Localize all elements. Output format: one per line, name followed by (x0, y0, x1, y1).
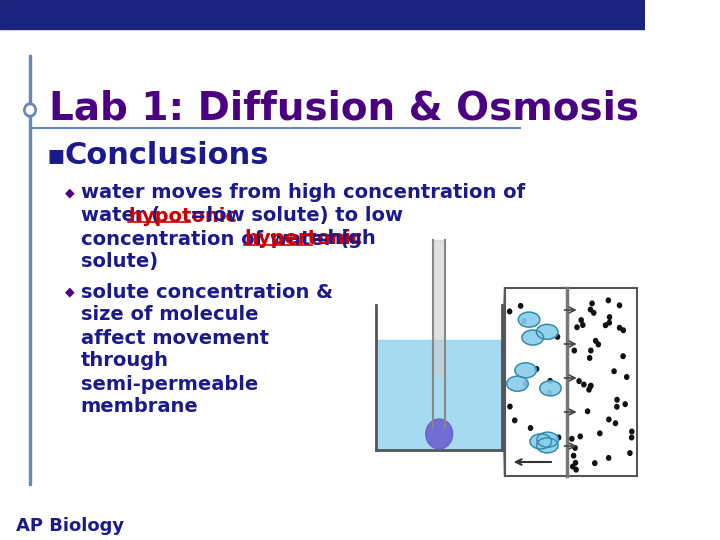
Circle shape (578, 434, 582, 438)
Circle shape (607, 320, 611, 325)
Circle shape (615, 404, 619, 409)
Circle shape (555, 335, 559, 339)
Circle shape (621, 354, 625, 359)
Circle shape (572, 348, 576, 353)
Bar (433, 240, 446, 375)
Bar (0, 0, 645, 29)
Ellipse shape (536, 438, 558, 453)
Text: Conclusions: Conclusions (65, 140, 269, 170)
Circle shape (534, 367, 539, 372)
Circle shape (607, 417, 611, 422)
Circle shape (587, 387, 591, 392)
Ellipse shape (515, 363, 536, 378)
Ellipse shape (537, 432, 559, 447)
Circle shape (598, 431, 602, 436)
Circle shape (606, 298, 611, 302)
Circle shape (603, 323, 608, 328)
Point (516, 125, 524, 131)
Circle shape (575, 325, 579, 329)
Text: Lab 1: Diffusion & Osmosis: Lab 1: Diffusion & Osmosis (49, 89, 639, 127)
Ellipse shape (518, 312, 540, 327)
Text: semi-permeable: semi-permeable (81, 375, 258, 394)
Circle shape (528, 426, 533, 430)
Text: =low solute) to low: =low solute) to low (189, 206, 402, 226)
Circle shape (593, 461, 597, 465)
Text: water (: water ( (81, 206, 160, 226)
Circle shape (572, 454, 576, 458)
Circle shape (588, 356, 592, 360)
Circle shape (573, 446, 577, 450)
Point (25, 125, 34, 131)
Text: ▪: ▪ (47, 141, 66, 169)
Circle shape (608, 315, 611, 319)
Circle shape (570, 436, 574, 441)
Circle shape (593, 339, 598, 343)
Circle shape (596, 342, 600, 347)
Circle shape (588, 307, 593, 312)
Circle shape (615, 397, 619, 402)
Circle shape (630, 429, 634, 434)
Circle shape (618, 326, 621, 330)
Text: AP Biology: AP Biology (16, 517, 125, 535)
Bar (505, 288, 637, 476)
Text: size of molecule: size of molecule (81, 306, 258, 325)
Circle shape (589, 348, 593, 353)
Circle shape (590, 301, 594, 306)
Ellipse shape (540, 381, 561, 396)
Circle shape (571, 464, 575, 469)
Circle shape (629, 435, 634, 440)
Text: ◆: ◆ (65, 186, 74, 199)
Circle shape (27, 106, 34, 114)
Circle shape (577, 379, 581, 383)
Circle shape (24, 103, 36, 117)
Circle shape (592, 310, 596, 315)
Circle shape (612, 369, 616, 374)
Circle shape (618, 303, 621, 308)
Circle shape (508, 404, 512, 409)
Text: hypotonic: hypotonic (128, 206, 238, 226)
Circle shape (613, 421, 618, 426)
Bar (505, 288, 637, 476)
Bar (377, 340, 502, 450)
Circle shape (581, 323, 585, 327)
Circle shape (607, 456, 611, 460)
Circle shape (588, 384, 593, 389)
Circle shape (508, 309, 512, 314)
Text: hypertonic: hypertonic (244, 230, 363, 248)
Ellipse shape (426, 419, 453, 449)
Circle shape (547, 391, 552, 395)
Text: ◆: ◆ (65, 286, 74, 299)
Text: through: through (81, 352, 168, 370)
Text: membrane: membrane (81, 397, 199, 416)
Circle shape (574, 467, 578, 472)
Ellipse shape (536, 325, 558, 339)
Ellipse shape (530, 434, 552, 449)
Text: solute): solute) (81, 253, 158, 272)
Circle shape (573, 461, 577, 465)
Bar (29, 55, 31, 485)
Circle shape (523, 381, 527, 386)
Circle shape (585, 409, 590, 414)
Text: concentration of water (: concentration of water ( (81, 230, 348, 248)
Circle shape (522, 319, 526, 323)
Circle shape (623, 402, 627, 407)
Ellipse shape (522, 330, 544, 345)
Circle shape (582, 382, 586, 387)
Circle shape (621, 328, 626, 333)
Circle shape (628, 451, 632, 455)
Circle shape (579, 318, 583, 322)
Text: water moves from high concentration of: water moves from high concentration of (81, 184, 525, 202)
Circle shape (518, 303, 523, 308)
Text: =high: =high (312, 230, 377, 248)
Circle shape (548, 379, 552, 383)
Ellipse shape (507, 376, 528, 391)
Text: affect movement: affect movement (81, 328, 269, 348)
Circle shape (513, 418, 517, 423)
Circle shape (625, 375, 629, 379)
Circle shape (557, 435, 561, 440)
Text: solute concentration &: solute concentration & (81, 282, 333, 301)
Circle shape (589, 383, 593, 388)
